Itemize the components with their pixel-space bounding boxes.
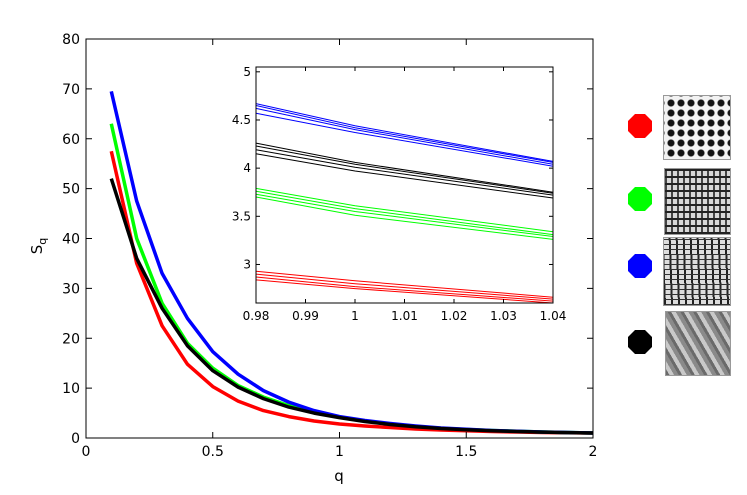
inset-series-line-3	[255, 279, 554, 304]
inset-series-line-4	[255, 187, 554, 233]
x-axis-label: q	[334, 467, 344, 485]
inset-series-line-10	[255, 107, 554, 165]
legend-marker-octagon	[628, 187, 652, 211]
inset-series-line-12	[255, 142, 554, 193]
y-tick-label: 0	[71, 431, 80, 447]
y-tick-label: 20	[62, 331, 80, 347]
x-tick-label: 1	[335, 444, 344, 460]
inset-ticks-group: 0.98 0.99 1 1.01 1.02 1.03 1.04 3 3.5 4 4.5 5	[232, 65, 566, 323]
inset-x-tick-label: 1	[351, 309, 359, 323]
inset-series-line-11	[255, 112, 554, 167]
inset-series-line-6	[255, 193, 554, 237]
y-tick-label: 50	[62, 182, 80, 198]
y-tick-label: 80	[62, 32, 80, 48]
woven-mesh-texture	[664, 168, 731, 235]
x-tick-label: 2	[589, 444, 598, 460]
x-tick-label: 0	[82, 444, 91, 460]
legend-markers-group	[628, 114, 652, 354]
legend-marker-octagon	[628, 114, 652, 138]
inset-series-line-2	[255, 276, 554, 302]
inset-series-line-15	[255, 153, 554, 199]
legend-marker-octagon	[628, 254, 652, 278]
x-tick-label: 1.5	[455, 444, 477, 460]
y-tick-label: 60	[62, 132, 80, 148]
wavy-mesh-texture	[663, 237, 731, 306]
dot-grid-texture	[663, 95, 731, 160]
y-axis-label: Sq	[28, 238, 49, 255]
x-tick-label: 0.5	[202, 444, 224, 460]
inset-series-line-7	[255, 196, 554, 240]
inset-x-tick-label: 1.01	[391, 309, 418, 323]
inset-x-tick-label: 1.03	[490, 309, 517, 323]
inset-series-group	[255, 103, 554, 304]
inset-series-line-14	[255, 149, 554, 196]
y-tick-label: 40	[62, 232, 80, 248]
legend-marker-octagon	[628, 330, 652, 354]
swirl-texture	[665, 311, 731, 376]
inset-y-tick-label: 3.5	[232, 209, 251, 223]
series-line-3	[109, 178, 594, 435]
inset-series-line-8	[255, 103, 554, 162]
inset-x-tick-label: 1.02	[441, 309, 468, 323]
inset-y-tick-label: 3	[243, 257, 251, 271]
y-tick-label: 10	[62, 381, 80, 397]
inset-y-tick-label: 4.5	[232, 113, 251, 127]
main-series-group	[109, 91, 594, 435]
inset-x-tick-label: 0.99	[292, 309, 319, 323]
inset-x-tick-label: 0.98	[243, 309, 270, 323]
inset-y-tick-label: 5	[243, 65, 251, 79]
y-tick-label: 30	[62, 281, 80, 297]
inset-series-line-0	[255, 270, 554, 298]
inset-series-line-13	[255, 145, 554, 194]
y-tick-label: 70	[62, 82, 80, 98]
inset-series-line-5	[255, 190, 554, 236]
inset-x-tick-label: 1.04	[540, 309, 567, 323]
inset-series-line-9	[255, 105, 554, 163]
inset-series-line-1	[255, 273, 554, 300]
inset-y-tick-label: 4	[243, 161, 251, 175]
